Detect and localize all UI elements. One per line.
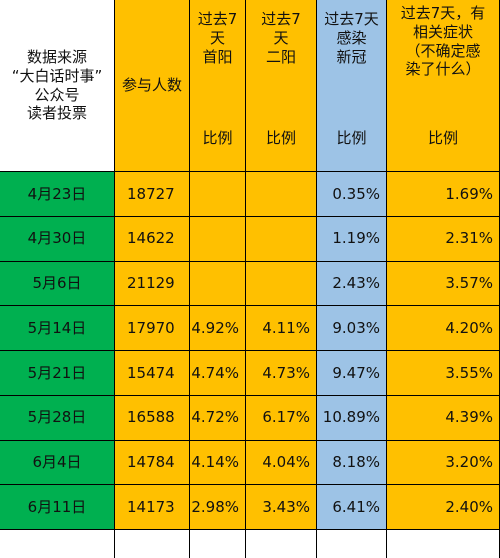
participants-cell: 16588 <box>115 395 190 441</box>
ratio-label-infected: 比例 <box>317 105 387 172</box>
infected-cell: 1.19% <box>317 216 387 262</box>
symptoms-cell: 4.39% <box>387 395 500 441</box>
header-second-positive: 过去7 天 二阳 <box>246 0 317 105</box>
header-first-positive: 过去7 天 首阳 <box>190 0 246 105</box>
empty-cell <box>246 530 317 558</box>
ratio-label-first: 比例 <box>190 105 246 172</box>
ratio-label-second: 比例 <box>246 105 317 172</box>
second-positive-cell: 6.17% <box>246 395 317 441</box>
empty-cell <box>115 530 190 558</box>
first-positive-cell: 4.72% <box>190 395 246 441</box>
date-cell: 5月21日 <box>0 351 115 396</box>
second-positive-cell: 4.11% <box>246 306 317 351</box>
participants-cell: 17970 <box>115 306 190 351</box>
infected-cell: 8.18% <box>317 440 387 486</box>
first-positive-cell: 4.74% <box>190 351 246 396</box>
first-positive-cell <box>190 172 246 217</box>
empty-cell <box>190 530 246 558</box>
header-related-symptoms: 过去7天，有 相关症状 （不确定感 染了什么） <box>387 0 500 105</box>
date-cell: 6月4日 <box>0 440 115 486</box>
date-cell: 6月11日 <box>0 485 115 530</box>
infected-cell: 10.89% <box>317 395 387 441</box>
symptoms-cell: 3.55% <box>387 351 500 396</box>
empty-cell <box>317 530 387 558</box>
infected-cell: 6.41% <box>317 485 387 530</box>
empty-cell <box>387 530 500 558</box>
first-positive-cell <box>190 261 246 307</box>
first-positive-cell: 4.14% <box>190 440 246 486</box>
symptoms-cell: 3.57% <box>387 261 500 307</box>
second-positive-cell <box>246 172 317 217</box>
date-cell: 5月14日 <box>0 306 115 351</box>
infected-cell: 2.43% <box>317 261 387 307</box>
header-infected-covid: 过去7天 感染 新冠 <box>317 0 387 105</box>
ratio-label-symptoms: 比例 <box>387 105 500 172</box>
second-positive-cell <box>246 216 317 262</box>
date-cell: 5月6日 <box>0 261 115 307</box>
infected-cell: 9.03% <box>317 306 387 351</box>
participants-cell: 14622 <box>115 216 190 262</box>
second-positive-cell <box>246 261 317 307</box>
participants-cell: 14784 <box>115 440 190 486</box>
symptoms-cell: 3.20% <box>387 440 500 486</box>
second-positive-cell: 3.43% <box>246 485 317 530</box>
second-positive-cell: 4.04% <box>246 440 317 486</box>
header-source: 数据来源 “大白话时事” 公众号 读者投票 <box>0 0 115 172</box>
date-cell: 4月30日 <box>0 216 115 262</box>
first-positive-cell: 4.92% <box>190 306 246 351</box>
symptoms-cell: 2.40% <box>387 485 500 530</box>
first-positive-cell: 2.98% <box>190 485 246 530</box>
participants-cell: 21129 <box>115 261 190 307</box>
participants-cell: 14173 <box>115 485 190 530</box>
first-positive-cell <box>190 216 246 262</box>
header-participants: 参与人数 <box>115 0 190 172</box>
symptoms-cell: 2.31% <box>387 216 500 262</box>
infected-cell: 9.47% <box>317 351 387 396</box>
participants-cell: 15474 <box>115 351 190 396</box>
symptoms-cell: 4.20% <box>387 306 500 351</box>
symptoms-cell: 1.69% <box>387 172 500 217</box>
date-cell: 5月28日 <box>0 395 115 441</box>
participants-cell: 18727 <box>115 172 190 217</box>
infected-cell: 0.35% <box>317 172 387 217</box>
second-positive-cell: 4.73% <box>246 351 317 396</box>
empty-cell <box>0 530 115 558</box>
date-cell: 4月23日 <box>0 172 115 217</box>
